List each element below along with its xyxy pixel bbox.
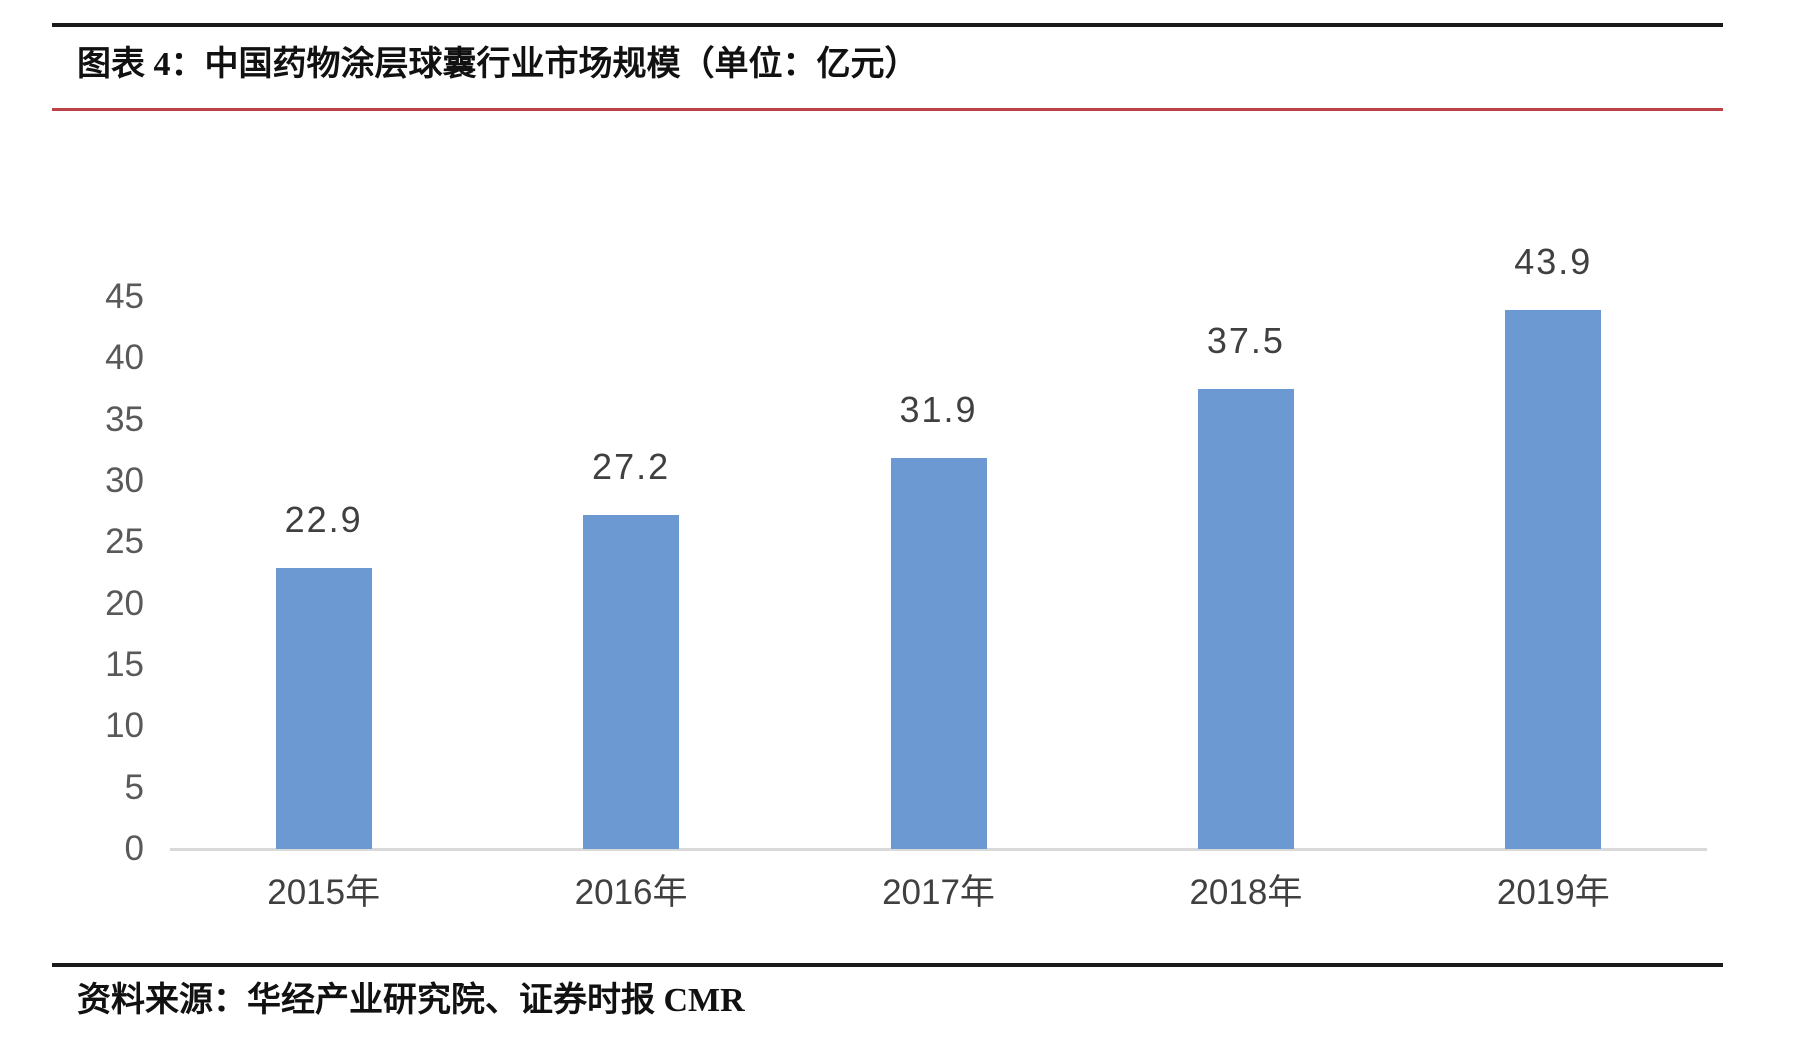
x-axis-line [170, 848, 1707, 851]
bar-2015年 [275, 568, 372, 849]
x-axis-tick-label: 2017年 [882, 873, 995, 912]
bar-value-label: 43.9 [1514, 241, 1593, 283]
y-axis-tick-label: 40 [105, 338, 144, 378]
y-axis-tick-label: 30 [105, 461, 144, 500]
bottom-rule [52, 963, 1723, 967]
source-note: 资料来源：华经产业研究院、证券时报 CMR [77, 982, 745, 1019]
bar-2019年 [1505, 310, 1602, 849]
figure-title: 图表 4：中国药物涂层球囊行业市场规模（单位：亿元） [77, 46, 919, 83]
bar-value-label: 31.9 [899, 388, 978, 430]
y-axis-tick-label: 0 [124, 829, 144, 868]
y-axis-tick-label: 5 [124, 767, 144, 807]
y-axis-tick-label: 10 [105, 706, 144, 746]
bar-value-label: 27.2 [592, 446, 671, 488]
bar-2017年 [890, 457, 987, 849]
y-axis-tick-label: 35 [105, 399, 144, 439]
x-axis-tick-label: 2016年 [574, 873, 688, 912]
x-axis-tick-label: 2019年 [1496, 873, 1610, 912]
title-red-rule [52, 108, 1723, 111]
top-rule [52, 23, 1723, 27]
y-axis-tick-label: 20 [105, 583, 144, 623]
bar-value-label: 37.5 [1206, 320, 1285, 361]
y-axis-tick-label: 15 [105, 645, 144, 684]
bar-value-label: 22.9 [284, 499, 363, 541]
y-axis-tick-label: 45 [105, 277, 144, 316]
bar-2016年 [583, 515, 680, 849]
bar-2018年 [1197, 389, 1294, 849]
x-axis-tick-label: 2018年 [1189, 873, 1303, 912]
y-axis-tick-label: 25 [105, 522, 144, 562]
x-axis-tick-label: 2015年 [267, 873, 381, 912]
